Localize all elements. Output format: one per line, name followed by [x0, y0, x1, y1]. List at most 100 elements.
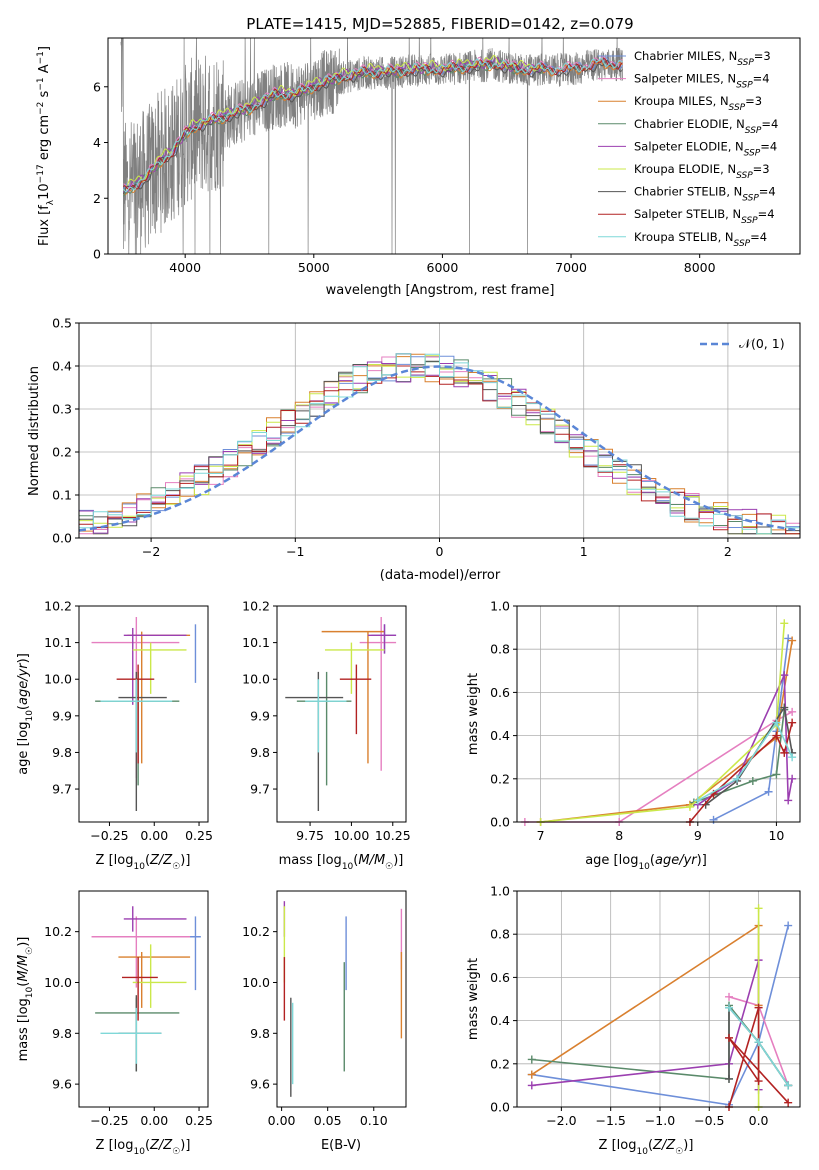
- wZ-marker-2-0: [527, 1070, 536, 1079]
- massZ-ytick-label-1: 9.8: [52, 1026, 72, 1041]
- hist-ytick-label-3: 0.3: [52, 402, 72, 417]
- legend-label-4: Salpeter ELODIE, NSSP=4: [634, 139, 777, 158]
- hist-ytick-label-4: 0.4: [52, 359, 72, 374]
- massZ-ytick-label-2: 10.0: [44, 975, 72, 990]
- wZ-xtick-label-3: −0.5: [694, 1113, 724, 1128]
- ageM-xtick-label-1: 10.00: [334, 828, 370, 843]
- legend-label-0: Chabrier MILES, NSSP=3: [634, 49, 771, 68]
- legend-label-3: Chabrier ELODIE, NSSP=4: [634, 117, 778, 136]
- spec-xtick-label-4: 8000: [684, 260, 716, 275]
- wAge-marker-4-4: [788, 774, 797, 783]
- hist-series-8: [79, 353, 800, 535]
- spectrum-title: PLATE=1415, MJD=52885, FIBERID=0142, z=0…: [246, 15, 633, 33]
- wAge-marker-1-3: [788, 707, 797, 716]
- ageZ-ytick-label-1: 9.8: [52, 745, 72, 760]
- hist-frame: [78, 322, 801, 539]
- ageM-ytick-label-3: 10.0: [242, 672, 270, 687]
- hist-ytick-label-0: 0.0: [52, 531, 72, 546]
- wAge-xtick-label-3: 10: [768, 828, 784, 843]
- wZ-ylabel: mass weight: [466, 958, 481, 1040]
- ageM-xtick-label-0: 9.75: [296, 828, 324, 843]
- wZ-line-2: [531, 924, 760, 1076]
- wAge-ytick-label-5: 1.0: [490, 599, 510, 614]
- wZ-frame: [516, 890, 801, 1108]
- hist-series-7: [79, 365, 800, 535]
- massE-ytick-label-3: 10.2: [242, 924, 270, 939]
- legend-label-7: Salpeter STELIB, NSSP=4: [634, 207, 775, 226]
- ageZ-xtick-label-2: 0.25: [185, 828, 213, 843]
- wAge-xtick-label-2: 9: [694, 828, 702, 843]
- wAge-marker-7-2: [772, 731, 781, 740]
- ageZ-ytick-label-4: 10.1: [44, 635, 72, 650]
- spec-ytick-label-0: 0: [93, 247, 101, 262]
- ageZ-frame: [78, 605, 209, 823]
- wZ-ytick-label-5: 1.0: [490, 884, 510, 899]
- ageZ-xtick-label-0: −0.25: [90, 828, 128, 843]
- wAge-ytick-label-0: 0.0: [490, 815, 510, 830]
- wZ-xtick-label-1: −1.5: [595, 1113, 625, 1128]
- hist-ytick-label-5: 0.5: [52, 316, 72, 331]
- spec-frame: [107, 37, 801, 255]
- wZ-marker-1-0: [725, 992, 734, 1001]
- spectrum-model-8: [122, 57, 623, 193]
- hist-ytick-label-1: 0.1: [52, 488, 72, 503]
- wZ-marker-4-0: [527, 1081, 536, 1090]
- hist-xtick-label-2: 0: [436, 544, 444, 559]
- hist-legend-label: 𝒩(0, 1): [739, 336, 785, 351]
- wZ-xtick-label-4: 0.0: [749, 1113, 769, 1128]
- wAge-xlabel: age [log10(age/yr)]: [585, 853, 707, 872]
- spectrum-xlabel: wavelength [Angstrom, rest frame]: [326, 283, 555, 298]
- hist-xtick-label-3: 1: [580, 544, 588, 559]
- hist-xtick-label-0: −2: [142, 544, 160, 559]
- massE-frame: [276, 890, 407, 1108]
- wAge-line-1: [524, 711, 793, 823]
- hist-xtick-label-4: 2: [724, 544, 732, 559]
- wZ-marker-7-4: [784, 1098, 793, 1107]
- wAge-ytick-label-2: 0.4: [490, 728, 510, 743]
- ageZ-xlabel: Z [log10(Z/Z☉)]: [96, 853, 191, 872]
- ageZ-ytick-label-3: 10.0: [44, 672, 72, 687]
- wAge-marker-8-0: [693, 796, 702, 805]
- wZ-ytick-label-1: 0.2: [490, 1056, 510, 1071]
- wZ-line-0: [531, 925, 789, 1106]
- legend-label-8: Kroupa STELIB, NSSP=4: [634, 230, 767, 249]
- wAge-marker-5-1: [685, 802, 694, 811]
- wZ-marker-3-0: [527, 1055, 536, 1064]
- legend-label-2: Kroupa MILES, NSSP=3: [634, 94, 762, 113]
- wAge-marker-0-1: [764, 787, 773, 796]
- ageZ-xtick-label-1: 0.00: [140, 828, 168, 843]
- ageM-ytick-label-0: 9.7: [250, 782, 270, 797]
- wZ-marker-6-0: [725, 1074, 734, 1083]
- hist-ylabel: Normed distribution: [27, 366, 42, 496]
- massE-xtick-label-0: 0.00: [268, 1113, 296, 1128]
- ageZ-ytick-label-2: 9.9: [52, 708, 72, 723]
- wAge-ytick-label-4: 0.8: [490, 642, 510, 657]
- wZ-ytick-label-4: 0.8: [490, 927, 510, 942]
- wZ-xtick-label-2: −1.0: [645, 1113, 675, 1128]
- massE-xtick-label-1: 0.05: [314, 1113, 342, 1128]
- spec-xtick-label-1: 5000: [298, 260, 330, 275]
- wZ-marker-8-1: [754, 1038, 763, 1047]
- hist-xtick-label-1: −1: [286, 544, 304, 559]
- massE-ytick-label-0: 9.6: [250, 1077, 270, 1092]
- massZ-xtick-label-1: 0.00: [140, 1113, 168, 1128]
- spec-ytick-label-3: 6: [93, 79, 101, 94]
- massE-xlabel: E(B-V): [321, 1138, 361, 1153]
- massE-ytick-label-2: 10.0: [242, 975, 270, 990]
- wZ-marker-7-2: [754, 1077, 763, 1086]
- wAge-marker-4-3: [784, 796, 793, 805]
- hist-xlabel: (data-model)/error: [380, 568, 501, 583]
- wZ-marker-0-3: [784, 921, 793, 930]
- wZ-marker-5-0: [754, 904, 763, 913]
- spec-xtick-label-3: 7000: [555, 260, 587, 275]
- wZ-marker-8-0: [725, 1003, 734, 1012]
- massZ-ylabel: mass [log10(M/M☉)]: [16, 937, 35, 1062]
- ageM-ytick-label-2: 9.9: [250, 708, 270, 723]
- wAge-marker-3-1: [748, 776, 757, 785]
- ageM-xlabel: mass [log10(M/M☉)]: [279, 853, 404, 872]
- wAge-line-5: [540, 623, 786, 823]
- wZ-marker-8-2: [784, 1081, 793, 1090]
- legend-label-6: Chabrier STELIB, NSSP=4: [634, 185, 776, 204]
- wAge-marker-2-3: [788, 636, 797, 645]
- wZ-marker-7-1: [754, 1003, 763, 1012]
